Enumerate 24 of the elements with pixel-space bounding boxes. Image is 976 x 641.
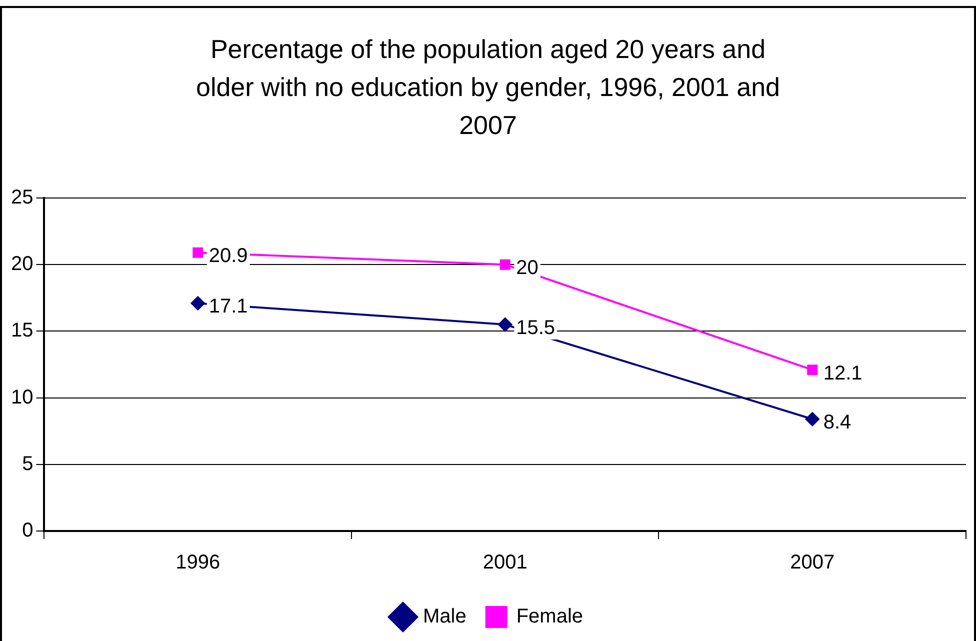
data-label: 20 (516, 257, 538, 280)
y-tick-label: 0 (22, 520, 34, 542)
x-tick-label: 2007 (790, 552, 835, 574)
point (498, 318, 512, 332)
point (192, 247, 204, 258)
point (805, 412, 820, 426)
x-tick-label: 2001 (482, 552, 528, 574)
legend-label: Female (516, 606, 584, 628)
y-tick-label: 5 (22, 452, 34, 475)
point (807, 364, 818, 376)
chart-title: Percentage of the population aged 20 years and older with no education by gender, 1996, 2001 and 2007 (194, 33, 781, 142)
legend-label: Male (422, 606, 466, 628)
y-tick-label: 20 (10, 253, 34, 276)
data-label: 12.1 (823, 362, 862, 384)
data-label: 20.9 (208, 245, 248, 268)
x-tick-label: 1996 (176, 552, 220, 574)
y-tick-label: 15 (10, 320, 34, 342)
data-label: 17.1 (208, 296, 248, 318)
y-tick-label: 25 (10, 186, 34, 209)
data-label: 15.5 (516, 317, 556, 340)
point (500, 259, 510, 270)
point (190, 296, 205, 310)
y-tick-label: 10 (10, 386, 34, 408)
data-label: 8.4 (823, 412, 852, 434)
